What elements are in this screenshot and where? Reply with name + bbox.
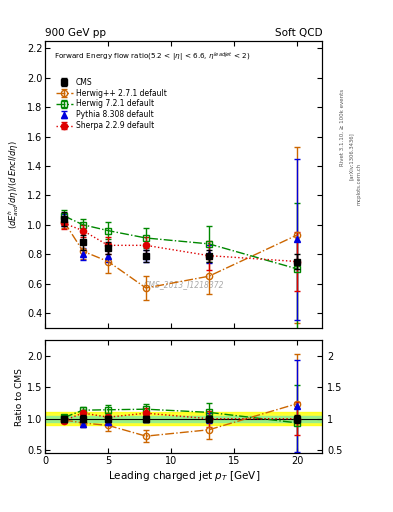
Bar xyxy=(45,413,322,425)
X-axis label: Leading charged jet $p_T$ [GeV]: Leading charged jet $p_T$ [GeV] xyxy=(108,468,260,483)
Text: Rivet 3.1.10, ≥ 100k events: Rivet 3.1.10, ≥ 100k events xyxy=(340,89,345,165)
Text: Forward Energy flow ratio(5.2 < |$\eta$| < 6.6, $\eta^{leadjet}$ < 2): Forward Energy flow ratio(5.2 < |$\eta$|… xyxy=(53,50,250,62)
Text: Soft QCD: Soft QCD xyxy=(275,28,322,38)
Y-axis label: Ratio to CMS: Ratio to CMS xyxy=(15,368,24,426)
Text: 900 GeV pp: 900 GeV pp xyxy=(45,28,106,38)
Text: mcplots.cern.ch: mcplots.cern.ch xyxy=(356,163,361,205)
Y-axis label: $(dE^h_{ard} / d\eta) / (d\,Encl / d\eta)$: $(dE^h_{ard} / d\eta) / (d\,Encl / d\eta… xyxy=(6,140,21,229)
Legend: CMS, Herwig++ 2.7.1 default, Herwig 7.2.1 default, Pythia 8.308 default, Sherpa : CMS, Herwig++ 2.7.1 default, Herwig 7.2.… xyxy=(53,75,169,133)
Bar xyxy=(45,416,322,422)
Text: [arXiv:1306.3436]: [arXiv:1306.3436] xyxy=(349,132,354,180)
Text: CMS_2013_I1218372: CMS_2013_I1218372 xyxy=(143,280,224,289)
